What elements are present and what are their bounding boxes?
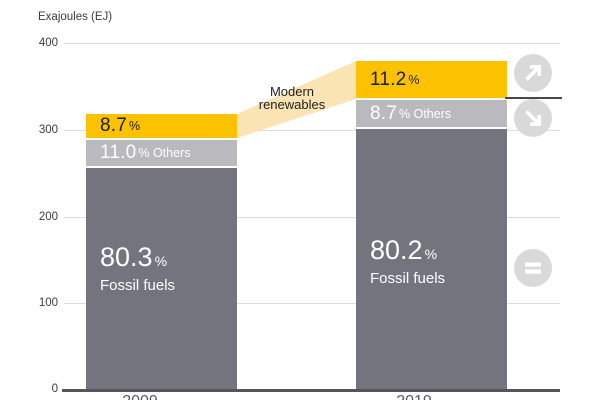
bar-2009-segment-others: 11.0% Others — [86, 140, 237, 166]
segment-unit: % Others — [138, 146, 191, 160]
segment-unit: % — [154, 253, 168, 269]
bar-2009-segment-fossil-fuels: 80.3% Fossil fuels — [86, 168, 237, 390]
segment-unit: % — [129, 119, 141, 133]
modern-renewables-annotation: Modern renewables — [236, 85, 348, 111]
icon-separator-line — [505, 97, 562, 99]
gridline-400 — [64, 43, 560, 44]
annotation-line-2: renewables — [258, 97, 326, 112]
segment-value: 8.7 — [370, 102, 398, 124]
x-label-2009: 2009 — [90, 393, 190, 400]
y-tick-0: 0 — [51, 383, 58, 395]
x-label-2019: 2019 — [364, 393, 464, 400]
bar-2009-segment-modern-renewables: 8.7% — [86, 114, 237, 138]
segment-value: 8.7 — [100, 115, 128, 136]
gridline-200 — [64, 217, 560, 218]
arrow-up-right-icon — [514, 54, 552, 92]
y-tick-300: 300 — [38, 124, 58, 136]
segment-unit: % — [408, 72, 420, 87]
segment-unit: % — [424, 246, 438, 262]
annotation-line-1: Modern — [269, 84, 315, 99]
segment-unit: % Others — [399, 106, 452, 121]
y-tick-400: 400 — [38, 37, 58, 49]
equals-icon — [514, 249, 552, 287]
segment-label: Fossil fuels — [370, 270, 446, 287]
bar-2019-segment-others: 8.7% Others — [356, 100, 507, 127]
segment-value: 80.2 — [370, 235, 423, 265]
segment-value: 11.0 — [100, 142, 137, 163]
bar-2019-segment-modern-renewables: 11.2% — [356, 61, 507, 98]
x-axis-line — [62, 389, 560, 392]
bar-2019-segment-fossil-fuels: 80.2% Fossil fuels — [356, 129, 507, 390]
arrow-down-right-icon — [514, 99, 552, 137]
y-axis-unit-label: Exajoules (EJ) — [38, 11, 113, 23]
segment-value: 11.2 — [370, 68, 407, 90]
gridline-100 — [64, 303, 560, 304]
segment-value: 80.3 — [100, 242, 153, 272]
y-tick-200: 200 — [38, 211, 58, 223]
y-tick-100: 100 — [38, 297, 58, 309]
segment-label: Fossil fuels — [100, 277, 176, 294]
